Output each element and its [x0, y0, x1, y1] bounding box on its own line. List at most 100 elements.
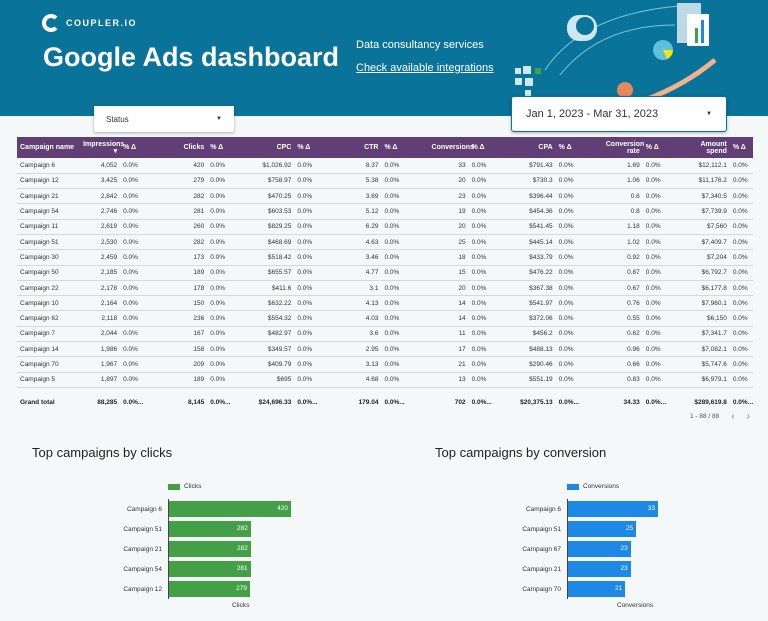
table-row[interactable]: Campaign 50 2,185 0.0% 189 0.0% $655.57 0.0% 4.… — [17, 265, 753, 281]
table-row[interactable]: Campaign 62 2,118 0.0% 236 0.0% $554.32 0.0% 4.… — [17, 310, 753, 327]
table-cell: Campaign 50 — [17, 265, 81, 281]
table-row[interactable]: Campaign 6 4,052 0.0% 420 0.0% $1,026.92 0.0% 8… — [17, 158, 753, 174]
table-cell: 0.0% — [468, 372, 516, 388]
table-cell: 6.29 — [341, 219, 382, 235]
bar[interactable]: 282 — [169, 541, 251, 557]
table-cell: 0.0% — [729, 188, 753, 205]
column-header[interactable]: CPC — [254, 137, 295, 158]
table-row[interactable]: Campaign 10 2,164 0.0% 150 0.0% $632.22 0.0% 4.… — [17, 295, 753, 312]
table-cell: 0.0% — [555, 280, 603, 297]
table-cell: 0.0% — [120, 295, 168, 312]
table-cell: Campaign 62 — [17, 310, 81, 327]
table-cell: 0.0% — [642, 265, 690, 281]
table-cell: 0.0% — [381, 203, 429, 220]
table-cell: 8.37 — [341, 158, 382, 174]
column-header[interactable]: % Δ — [207, 137, 255, 158]
table-cell: 17 — [428, 341, 469, 358]
legend-swatch — [168, 483, 180, 490]
table-row[interactable]: Campaign 12 3,425 0.0% 279 0.0% $758.97 0.0% 5.… — [17, 173, 753, 190]
integrations-link[interactable]: Check available integrations — [356, 62, 494, 74]
table-cell: $12,112.1 — [689, 158, 730, 174]
next-page-button[interactable]: › — [746, 411, 750, 422]
logo[interactable]: COUPLER.IO — [42, 14, 137, 32]
table-row[interactable]: Campaign 30 2,459 0.0% 173 0.0% $518.42 0.0% 3.… — [17, 249, 753, 266]
table-cell: 209 — [167, 356, 208, 373]
table-cell: 13 — [428, 372, 469, 388]
table-row[interactable]: Campaign 51 2,530 0.0% 282 0.0% $468.69 0.0% 4.… — [17, 234, 753, 251]
bar[interactable]: 33 — [568, 501, 658, 517]
table-row[interactable]: Campaign 14 1,986 0.0% 158 0.0% $349.57 0.0% 2.… — [17, 341, 753, 358]
table-row[interactable]: Campaign 5 1,897 0.0% 189 0.0% $695 0.0% 4.68 0.… — [17, 372, 753, 388]
table-cell: Campaign 6 — [17, 158, 81, 174]
table-cell: 260 — [167, 219, 208, 235]
x-axis-label: Clicks — [232, 602, 250, 609]
column-header[interactable]: Clicks — [167, 137, 208, 158]
category-label: Campaign 12 — [123, 586, 162, 593]
column-header[interactable]: % Δ — [555, 137, 603, 158]
bar[interactable]: 420 — [169, 501, 291, 517]
table-cell: $409.79 — [254, 356, 295, 373]
column-header[interactable]: % Δ — [642, 137, 690, 158]
table-cell: $7,739.9 — [689, 203, 730, 220]
status-filter-dropdown[interactable]: Status ▼ — [94, 106, 234, 132]
table-row[interactable]: Campaign 70 1,967 0.0% 209 0.0% $409.79 0.0% 3.… — [17, 356, 753, 373]
table-cell: 0.8 — [602, 203, 643, 220]
table-cell: Campaign 30 — [17, 249, 81, 266]
prev-page-button[interactable]: ‹ — [731, 411, 735, 422]
table-cell: 0.0% — [207, 173, 255, 190]
chart-legend: Clicks — [168, 483, 201, 490]
column-header[interactable]: Conversions — [428, 137, 474, 158]
table-row[interactable]: Campaign 7 2,044 0.0% 167 0.0% $482.97 0.0% 3.6… — [17, 326, 753, 343]
grand-total-row[interactable]: Grand total 88,285 0.0%... 8,145 0.0%... $24,… — [17, 387, 753, 417]
table-cell: 0.0% — [642, 158, 690, 174]
column-header[interactable]: % Δ — [729, 137, 753, 158]
bar[interactable]: 21 — [568, 581, 626, 597]
column-header[interactable]: % Δ — [468, 137, 516, 158]
table-cell: 0.0% — [294, 219, 342, 235]
table-cell: $445.14 — [515, 234, 556, 251]
column-header[interactable]: Amount spend — [689, 137, 730, 158]
column-header[interactable]: Conversion rate — [602, 137, 644, 158]
column-header[interactable]: % Δ — [294, 137, 342, 158]
category-label: Campaign 67 — [522, 546, 561, 553]
bar[interactable]: 23 — [568, 541, 631, 557]
table-row[interactable]: Campaign 11 2,619 0.0% 260 0.0% $829.25 0.0% 6.… — [17, 219, 753, 235]
column-header[interactable]: Campaign name — [17, 137, 81, 158]
table-row[interactable]: Campaign 21 2,842 0.0% 282 0.0% $470.25 0.0% 3.… — [17, 188, 753, 205]
table-row[interactable]: Campaign 54 2,746 0.0% 281 0.0% $603.53 0.0% 5.… — [17, 203, 753, 220]
table-cell: $24,696.33 — [258, 399, 292, 407]
table-cell: 173 — [167, 249, 208, 266]
table-cell: 0.0% — [642, 356, 690, 373]
bar[interactable]: 23 — [568, 561, 631, 577]
table-cell: 0.0% — [120, 173, 168, 190]
table-cell: 3.13 — [341, 356, 382, 373]
table-cell: 4.13 — [341, 295, 382, 312]
y-axis-line — [168, 499, 169, 599]
table-cell: $518.42 — [254, 249, 295, 266]
header-banner: COUPLER.IO Google Ads dashboard Data con… — [0, 0, 768, 116]
table-row[interactable]: Campaign 22 2,178 0.0% 178 0.0% $411.6 0.0% 3.1… — [17, 280, 753, 297]
table-cell: 0.0% — [555, 372, 603, 388]
bar[interactable]: 25 — [568, 521, 637, 537]
column-header[interactable]: % Δ — [120, 137, 168, 158]
table-cell: 5.12 — [341, 203, 382, 220]
table-cell: 3.1 — [341, 280, 382, 297]
table-cell: 88,285 — [97, 399, 118, 407]
column-header[interactable]: CTR — [341, 137, 382, 158]
table-cell: 0.0% — [381, 326, 429, 343]
table-cell: $7,340.5 — [689, 188, 730, 205]
table-cell: 0.0% — [468, 265, 516, 281]
services-link[interactable]: Data consultancy services — [356, 39, 484, 51]
column-header[interactable]: CPA — [515, 137, 556, 158]
bar[interactable]: 279 — [169, 581, 251, 597]
table-cell: 0.0% — [120, 372, 168, 388]
column-header[interactable]: % Δ — [381, 137, 429, 158]
table-cell: 0.0% — [294, 188, 342, 205]
column-header[interactable]: Impressions ▾ — [80, 137, 124, 158]
table-cell: 4.03 — [341, 310, 382, 327]
date-range-picker[interactable]: Jan 1, 2023 - Mar 31, 2023 ▼ — [511, 96, 727, 132]
table-cell: 0.0% — [207, 341, 255, 358]
bar[interactable]: 281 — [169, 561, 251, 577]
table-cell: 0.0% — [294, 295, 342, 312]
bar[interactable]: 282 — [169, 521, 251, 537]
